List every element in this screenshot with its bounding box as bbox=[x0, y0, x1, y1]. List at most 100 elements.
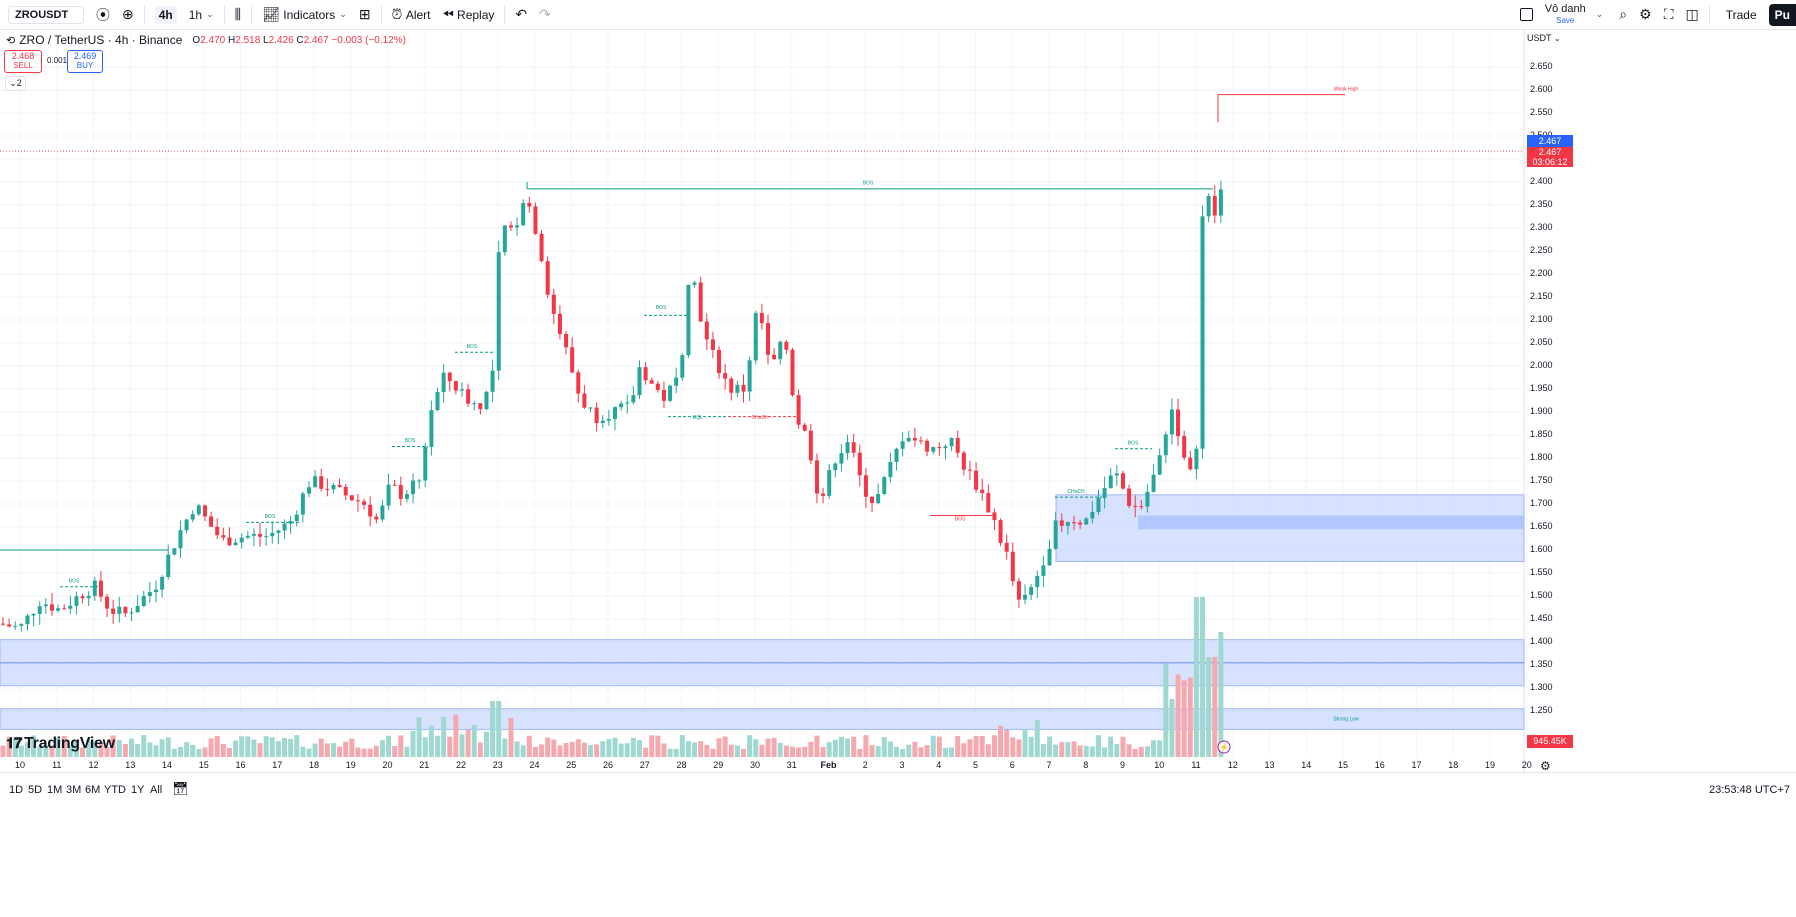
volume-bar bbox=[502, 738, 508, 757]
range-button-1m[interactable]: 1M bbox=[47, 784, 63, 796]
layout-toggle-icon[interactable] bbox=[1514, 0, 1539, 29]
volume-bar bbox=[153, 745, 159, 757]
volume-bar bbox=[490, 701, 496, 757]
axis-settings-icon[interactable]: ⚙︎ bbox=[1540, 759, 1551, 773]
candle-body bbox=[545, 261, 550, 295]
volume-bar bbox=[447, 736, 453, 757]
volume-bar bbox=[924, 745, 930, 757]
volume-bar bbox=[618, 743, 624, 757]
price-tick: 1.400 bbox=[1530, 636, 1553, 646]
candle-body bbox=[251, 533, 256, 536]
candle-body bbox=[325, 488, 330, 490]
currency-selector[interactable]: USDT ⌄ bbox=[1527, 33, 1561, 43]
price-tick: 2.550 bbox=[1530, 107, 1553, 117]
volume-bar bbox=[477, 742, 483, 757]
volume-bar bbox=[765, 738, 771, 757]
candle-body bbox=[1151, 474, 1156, 492]
time-tick: 24 bbox=[529, 760, 540, 770]
candle-body bbox=[1194, 448, 1199, 470]
chart-type-icon[interactable]: ⫼ bbox=[234, 6, 242, 22]
volume-bar bbox=[122, 743, 128, 757]
volume-bar bbox=[655, 735, 661, 757]
time-tick: 12 bbox=[88, 760, 99, 770]
candle-body bbox=[1, 623, 5, 625]
candle-body bbox=[613, 407, 617, 420]
range-button-6m[interactable]: 6M bbox=[85, 784, 101, 796]
interval-1h[interactable]: 1h bbox=[188, 7, 203, 22]
time-tick: 25 bbox=[566, 760, 577, 770]
redo-icon[interactable]: ↷ bbox=[539, 6, 551, 22]
candle-body bbox=[331, 484, 336, 490]
trade-button[interactable]: Trade bbox=[1725, 7, 1757, 22]
candle-body bbox=[62, 608, 67, 610]
volume-bar bbox=[722, 736, 728, 757]
publish-button[interactable]: Pu bbox=[1768, 3, 1796, 26]
candle-body bbox=[588, 407, 593, 409]
candle-body bbox=[1145, 491, 1150, 507]
range-button-1d[interactable]: 1D bbox=[9, 784, 24, 796]
candle-body bbox=[349, 495, 354, 501]
volume-bar bbox=[734, 745, 740, 757]
divider bbox=[143, 5, 145, 24]
range-button-1y[interactable]: 1Y bbox=[131, 784, 145, 796]
buy-button[interactable]: 2.469 BUY bbox=[67, 50, 103, 73]
chevron-down-icon[interactable]: ⌄ bbox=[1595, 9, 1604, 19]
range-button-3m[interactable]: 3M bbox=[66, 784, 82, 796]
candle-body bbox=[478, 403, 483, 410]
chevron-down-icon[interactable]: ⌄ bbox=[206, 9, 214, 19]
volume-bar bbox=[129, 738, 135, 757]
volume-bar bbox=[147, 742, 153, 757]
alarm-icon: ⏰︎ bbox=[391, 6, 403, 22]
collapse-indicators-button[interactable]: ⌄2 bbox=[5, 76, 26, 91]
layouts-icon[interactable]: ⊞ bbox=[358, 6, 371, 22]
time-tick: 7 bbox=[1046, 760, 1052, 770]
fullscreen-icon[interactable]: ⛶ bbox=[1663, 6, 1674, 22]
lightning-icon bbox=[1217, 740, 1231, 754]
volume-bar bbox=[949, 747, 955, 757]
interval-4h[interactable]: 4h bbox=[154, 5, 177, 24]
clock[interactable]: 23:53:48 UTC+7 bbox=[1708, 784, 1790, 796]
candle-body bbox=[392, 484, 397, 486]
volume-bar bbox=[551, 739, 557, 757]
candle-body bbox=[551, 294, 556, 314]
layout-name[interactable]: Vô danh Save bbox=[1545, 3, 1586, 26]
legend-title[interactable]: ZRO / TetherUS · 4h · Binance bbox=[19, 33, 183, 47]
save-label[interactable]: Save bbox=[1556, 15, 1575, 25]
volume-bars bbox=[0, 597, 1224, 757]
time-tick: 20 bbox=[1521, 760, 1532, 770]
price-chart[interactable]: BOS BOS BOS BOS BOS EQL CHoCH BOS BOS CHoCH BOS Wea… bbox=[0, 29, 1796, 772]
alert-button[interactable]: ⏰︎ Alert bbox=[386, 0, 437, 29]
time-tick: 16 bbox=[235, 760, 246, 770]
volume-bar bbox=[832, 739, 838, 757]
range-button-5d[interactable]: 5D bbox=[28, 784, 43, 796]
range-button-all[interactable]: All bbox=[150, 784, 163, 796]
brand-label: TradingView bbox=[24, 735, 115, 752]
candle-body bbox=[472, 403, 477, 405]
candle-body bbox=[692, 282, 697, 285]
lightning-glyph: ⚡ bbox=[1219, 742, 1229, 752]
range-button-ytd[interactable]: YTD bbox=[104, 784, 126, 796]
candle-body bbox=[92, 580, 97, 596]
time-tick: 6 bbox=[1009, 760, 1015, 770]
volume-bar bbox=[116, 740, 122, 757]
chevron-down-icon[interactable]: ⌄ bbox=[339, 9, 347, 19]
goto-date-icon[interactable]: 📅︎ bbox=[172, 781, 189, 796]
add-symbol-icon[interactable]: ⊕ bbox=[122, 6, 134, 22]
candle-body bbox=[533, 206, 538, 234]
indicators-button[interactable]: 📈︎ Indicators ⌄ bbox=[256, 0, 353, 29]
volume-bar bbox=[875, 746, 881, 757]
quick-search-icon[interactable]: ⌕ bbox=[1619, 6, 1628, 22]
volume-bar bbox=[410, 730, 416, 757]
gear-icon[interactable]: ⚙︎ bbox=[1639, 6, 1652, 22]
volume-bar bbox=[569, 742, 575, 757]
candle-body bbox=[141, 595, 146, 606]
price-tick: 2.200 bbox=[1530, 268, 1553, 278]
symbol-search[interactable]: ZROUSDT bbox=[8, 5, 84, 24]
sell-button[interactable]: 2.468 SELL bbox=[4, 50, 42, 73]
structure-label: BOS bbox=[863, 181, 874, 187]
undo-icon[interactable]: ↶ bbox=[515, 6, 528, 22]
camera-icon[interactable]: ◫ bbox=[1685, 6, 1699, 22]
replay-button[interactable]: ⏪︎ Replay bbox=[437, 0, 501, 29]
candle-body bbox=[105, 596, 110, 609]
compare-icon[interactable]: ⦿ bbox=[96, 6, 110, 23]
